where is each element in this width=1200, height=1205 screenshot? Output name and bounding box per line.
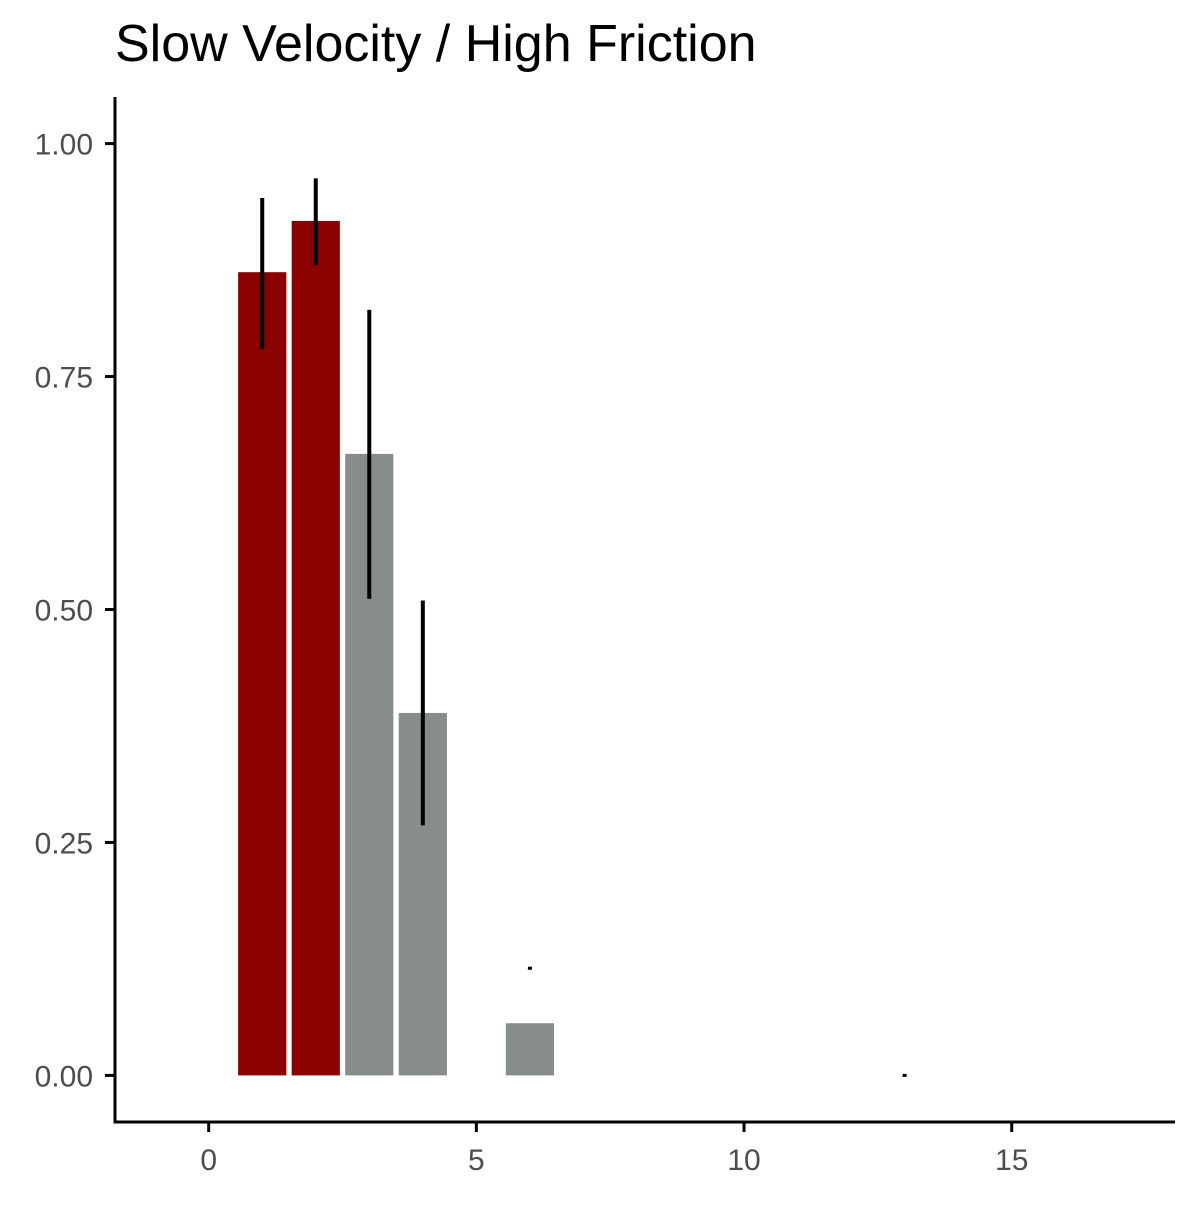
bar: [291, 220, 340, 1076]
x-tick-label: 5: [468, 1144, 485, 1177]
chart-title: Slow Velocity / High Friction: [115, 15, 757, 73]
x-tick-label: 0: [200, 1144, 217, 1177]
x-tick-label: 15: [995, 1144, 1028, 1177]
y-tick-label: 0.25: [35, 827, 93, 860]
bar: [505, 1023, 554, 1076]
bar: [238, 272, 287, 1076]
y-tick-label: 0.50: [35, 595, 93, 628]
y-tick-label: 1.00: [35, 129, 93, 162]
y-tick-label: 0.00: [35, 1060, 93, 1093]
x-tick-label: 10: [727, 1144, 760, 1177]
y-tick-label: 0.75: [35, 362, 93, 395]
